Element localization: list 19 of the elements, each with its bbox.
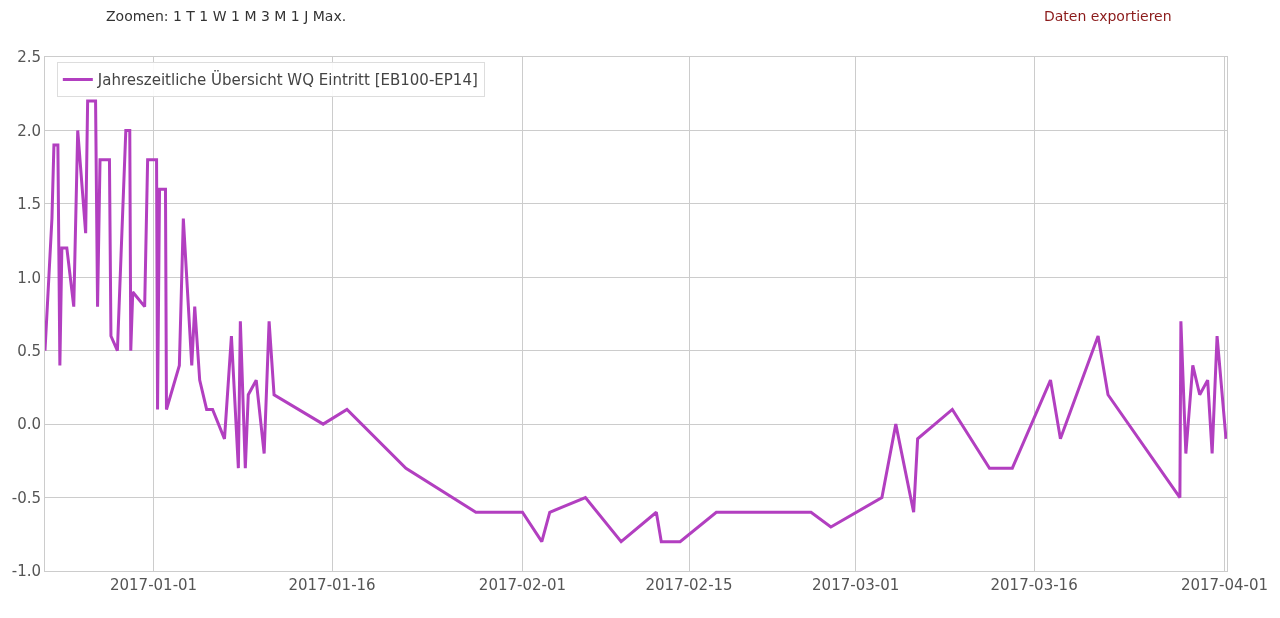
text: Daten exportieren bbox=[1044, 8, 1172, 24]
x-tick-label: 2017-04-01 bbox=[1180, 576, 1269, 594]
y-tick-label: 0.0 bbox=[17, 415, 41, 434]
line-series bbox=[45, 99, 1227, 544]
text: Zoomen: 1 T 1 W 1 M 3 M 1 J Max. bbox=[106, 8, 347, 24]
y-tick-label: 1.5 bbox=[17, 195, 41, 214]
y-tick-label: 2.0 bbox=[17, 121, 41, 140]
y-tick-label: 0.5 bbox=[17, 341, 41, 360]
y-tick-label: 2.5 bbox=[17, 48, 41, 67]
y-tick-label: -1.0 bbox=[11, 562, 41, 581]
x-tick-label: 2017-01-16 bbox=[288, 576, 376, 594]
x-tick-label: 2017-01-01 bbox=[109, 576, 198, 594]
x-tick-label: 2017-03-01 bbox=[812, 576, 900, 594]
x-tick-label: 2017-02-01 bbox=[478, 576, 567, 594]
y-tick-label: 1.0 bbox=[17, 268, 41, 287]
x-tick-label: 2017-02-15 bbox=[645, 576, 733, 594]
x-tick-label: 2017-03-16 bbox=[990, 576, 1078, 594]
y-tick-label: -0.5 bbox=[11, 488, 41, 507]
legend-label: Jahreszeitliche Übersicht WQ Eintritt [EB100-EP14] bbox=[96, 70, 478, 90]
